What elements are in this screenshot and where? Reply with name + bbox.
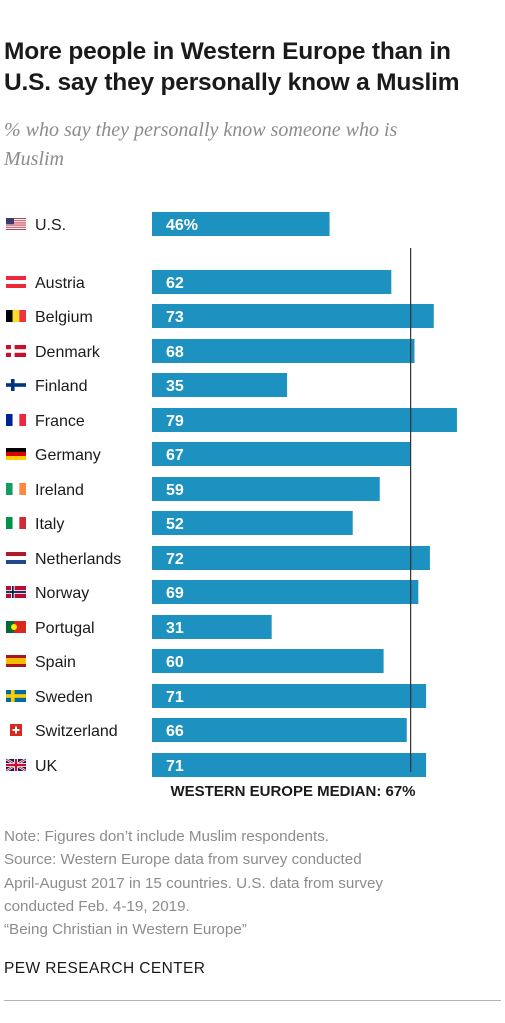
bar-value-label: 66 [166,723,184,740]
country-label: U.S. [35,217,66,234]
austria-flag-icon [6,276,26,288]
country-label: Portugal [35,620,95,637]
bar-value-label: 62 [166,275,184,292]
bar-value-label: 52 [166,516,184,533]
bar [152,753,427,777]
country-label: Austria [35,275,85,292]
note-line: Note: Figures don’t include Muslim respo… [4,828,330,845]
bar [152,408,457,432]
source-line: Source: Western Europe data from survey … [4,851,362,869]
chart-subtitle-line: % who say they personally know someone w… [4,119,398,141]
bar [152,212,330,236]
chart-subtitle-line: Muslim [4,148,64,170]
bar-value-label: 59 [166,482,184,499]
bar-value-label: 46% [166,217,198,234]
germany-flag-icon [6,448,26,460]
bar [152,615,272,639]
bar-value-label: 72 [166,551,184,568]
bar-value-label: 68 [166,344,184,361]
country-label: Switzerland [35,723,118,740]
norway-flag-icon [6,586,26,598]
bar [152,684,427,708]
bar [152,649,384,673]
source-line: April-August 2017 in 15 countries. U.S. … [4,874,384,892]
france-flag-icon [6,414,26,426]
chart-title-line: U.S. say they personally know a Muslim [4,69,460,96]
us-flag-icon [6,218,26,230]
bar-value-label: 71 [166,689,184,706]
bar-chart: U.S. 46% Austria 62 Belgium 73 Denmark 68 Finlan… [5,212,457,800]
italy-flag-icon [6,517,26,529]
pew-research-center-credit: PEW RESEARCH CENTER [4,960,206,977]
bar [152,511,353,535]
country-label: France [35,413,85,430]
country-label: Ireland [35,482,84,499]
belgium-flag-icon [6,310,26,322]
bar-value-label: 71 [166,758,184,775]
bar [152,718,407,742]
report-title-line: “Being Christian in Western Europe” [4,921,247,939]
country-label: Finland [35,378,87,395]
source-line: conducted Feb. 4-19, 2019. [4,897,190,915]
bar [152,546,430,570]
bar-value-label: 35 [166,378,184,395]
bar [152,304,434,328]
country-label: Netherlands [35,551,121,568]
country-label: UK [35,758,58,775]
denmark-flag-icon [6,345,26,357]
sweden-flag-icon [6,690,26,702]
country-label: Belgium [35,309,93,326]
bar [152,442,411,466]
ireland-flag-icon [6,483,26,495]
bar [152,270,392,294]
bar-value-label: 67 [166,447,184,464]
country-label: Sweden [35,689,93,706]
country-label: Germany [35,447,101,464]
bar-value-label: 79 [166,413,184,430]
finland-flag-icon [6,379,26,391]
country-label: Spain [35,654,76,671]
chart-title: More people in Western Europe than in U.… [4,36,504,98]
bar-value-label: 69 [166,585,184,602]
country-label: Denmark [35,344,101,361]
country-label: Norway [35,585,89,602]
netherlands-flag-icon [6,552,26,564]
chart-notes: Note: Figures don’t include Muslim respo… [4,825,504,941]
bar-value-label: 60 [166,654,184,671]
bar-value-label: 31 [166,620,184,637]
switzerland-flag-icon [10,724,22,736]
uk-flag-icon [5,757,27,773]
bar-value-label: 73 [166,309,184,326]
bar [152,580,419,604]
portugal-flag-icon [6,621,26,633]
spain-flag-icon [6,655,26,667]
median-label: WESTERN EUROPE MEDIAN: 67% [170,783,415,800]
bottom-divider [4,1000,501,1001]
bar [152,373,288,397]
bar [152,477,380,501]
chart-subtitle: % who say they personally know someone w… [4,116,504,174]
country-label: Italy [35,516,64,533]
chart-title-line: More people in Western Europe than in [4,38,451,65]
bar [152,339,415,363]
